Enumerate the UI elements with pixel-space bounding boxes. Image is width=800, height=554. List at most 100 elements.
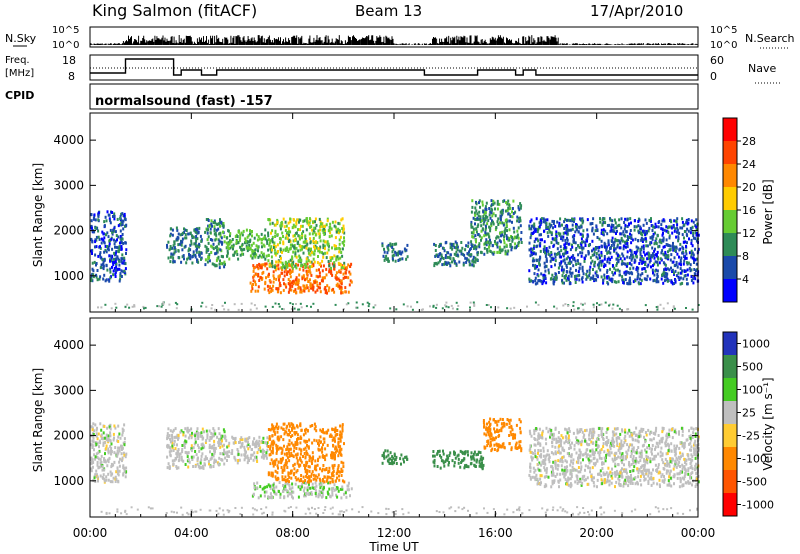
heatmap-cell [606,260,609,264]
heatmap-cell [445,458,448,462]
heatmap-cell [475,460,478,464]
heatmap-cell [512,226,515,230]
heatmap-cell [630,258,633,262]
heatmap-cell [601,222,604,226]
heatmap-cell [232,253,235,257]
heatmap-cell [307,223,310,227]
heatmap-cell [573,275,576,278]
heatmap-cell [442,452,445,456]
heatmap-cell [663,228,666,232]
heatmap-cell [308,217,311,221]
heatmap-cell [557,231,560,235]
heatmap-cell [582,272,585,276]
heatmap-cell [655,241,657,245]
heatmap-cell [405,257,408,261]
heatmap-cell [669,258,672,262]
heatmap-cell [341,247,344,251]
heatmap-cell [312,241,315,245]
heatmap-cell [217,462,220,466]
heatmap-cell [411,308,414,311]
heatmap-cell [637,266,640,270]
heatmap-cell [349,494,351,498]
heatmap-cell [110,237,113,241]
colorbar-segment [723,210,737,233]
heatmap-cell [593,250,596,254]
heatmap-cell [304,446,307,450]
heatmap-cell [271,427,274,431]
heatmap-cell [606,224,609,227]
heatmap-cell [96,426,98,430]
heatmap-cell [205,246,208,250]
heatmap-cell [246,246,249,250]
heatmap-cell [649,277,652,281]
heatmap-cell [628,222,630,226]
heatmap-cell [564,251,567,255]
heatmap-cell [262,455,265,459]
heatmap-cell [125,223,128,227]
heatmap-cell [471,225,474,229]
heatmap-cell [116,452,119,456]
heatmap-cell [610,255,613,259]
colorbar-tick-label: 12 [742,227,756,240]
heatmap-cell [340,251,343,254]
heatmap-cell [541,282,544,286]
heatmap-cell [192,250,195,254]
heatmap-cell [341,424,344,428]
heatmap-cell [291,244,294,248]
heatmap-cell [179,430,182,434]
heatmap-cell [280,426,283,430]
heatmap-cell [292,279,295,283]
heatmap-cell [110,465,113,469]
heatmap-cell [305,272,308,276]
heatmap-cell [645,221,648,225]
heatmap-cell [204,463,206,467]
heatmap-cell [630,237,633,240]
heatmap-cell [635,254,638,258]
heatmap-cell [355,301,358,304]
heatmap-cell [528,227,531,231]
heatmap-cell [192,446,195,450]
heatmap-cell [290,454,293,457]
heatmap-cell [444,260,447,264]
heatmap-cell [104,248,107,252]
heatmap-cell [337,257,340,261]
heatmap-cell [121,253,124,257]
heatmap-cell [253,451,256,455]
heatmap-cell [96,441,99,445]
heatmap-cell [119,229,122,233]
heatmap-cell [312,252,315,256]
heatmap-cell [198,253,201,257]
heatmap-cell [400,453,403,457]
heatmap-cell [96,473,98,477]
heatmap-cell [637,239,640,243]
heatmap-cell [340,291,343,295]
heatmap-cell [259,449,262,453]
heatmap-cell [279,224,282,228]
heatmap-cell [244,450,247,454]
heatmap-cell [347,302,350,305]
heatmap-cell [160,305,163,308]
heatmap-cell [198,242,201,246]
heatmap-cell [184,441,187,445]
heatmap-cell [113,460,116,464]
heatmap-cell [625,264,628,268]
heatmap-cell [332,486,335,490]
heatmap-cell [122,464,125,468]
heatmap-cell [282,235,284,238]
heatmap-cell [570,274,573,278]
heatmap-cell [641,237,644,241]
heatmap-cell [289,285,292,289]
heatmap-cell [255,457,258,461]
heatmap-cell [664,263,667,267]
heatmap-cell [565,274,568,277]
heatmap-cell [475,453,478,457]
heatmap-cell [246,444,249,448]
heatmap-cell [330,227,333,231]
heatmap-cell [349,279,352,283]
heatmap-cell [90,226,93,230]
heatmap-cell [518,240,521,244]
heatmap-cell [592,217,595,221]
heatmap-cell [92,275,95,279]
heatmap-cell [215,251,218,255]
heatmap-cell [100,306,103,309]
